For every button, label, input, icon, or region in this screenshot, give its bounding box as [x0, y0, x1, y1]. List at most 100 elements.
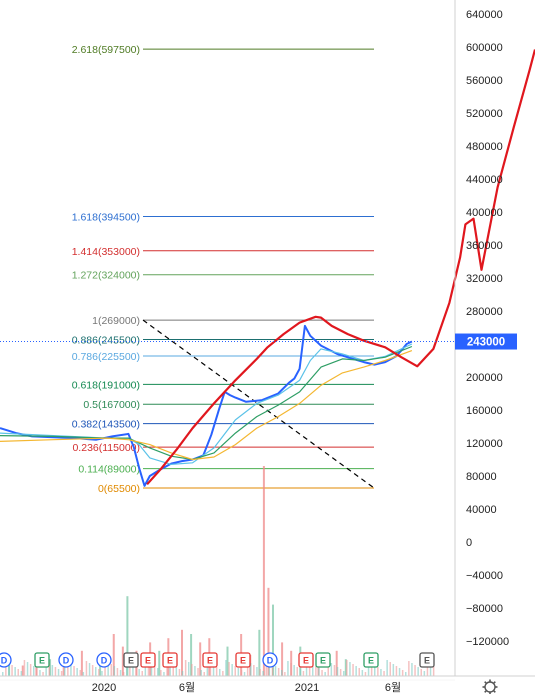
volume-bar	[352, 664, 354, 676]
earnings-marker[interactable]: E	[235, 652, 251, 668]
volume-bar	[256, 667, 258, 676]
volume-bar	[361, 670, 364, 676]
volume-bar	[414, 665, 416, 676]
series-line	[146, 49, 535, 486]
fib-label: 1.272(324000)	[72, 270, 140, 282]
earnings-marker[interactable]: E	[419, 652, 435, 668]
volume-bar	[121, 646, 124, 676]
volume-bar	[23, 660, 26, 676]
volume-bar	[253, 665, 255, 676]
fib-label: 0.114(89000)	[78, 464, 140, 476]
svg-text:E: E	[240, 656, 246, 666]
volume-bar	[88, 663, 91, 676]
earnings-marker[interactable]: E	[202, 652, 218, 668]
volume-bar	[225, 660, 227, 676]
volume-bar	[315, 666, 317, 676]
volume-bar	[302, 671, 305, 676]
earnings-marker[interactable]: E	[140, 652, 156, 668]
volume-bar	[57, 669, 60, 676]
earnings-marker[interactable]: E	[363, 652, 379, 668]
volume-bar	[370, 663, 373, 676]
volume-bar	[67, 662, 69, 676]
volume-bar	[26, 662, 29, 676]
volume-bar	[8, 663, 10, 676]
volume-bar	[344, 659, 347, 676]
fib-label: 1.618(394500)	[72, 212, 140, 224]
volume-bar	[188, 662, 190, 676]
volume-bar	[395, 666, 398, 676]
volume-bar	[271, 664, 274, 676]
gear-icon[interactable]	[482, 679, 498, 694]
volume-bar	[293, 665, 295, 676]
volume-bar	[287, 661, 289, 676]
volume-bar	[206, 661, 209, 676]
fib-label: 1(269000)	[92, 315, 140, 327]
volume-bar	[199, 642, 202, 676]
volume-bar	[122, 672, 125, 676]
volume-bar	[262, 466, 265, 676]
volume-bar	[181, 671, 184, 676]
volume-bar	[157, 668, 159, 676]
volume-bar	[429, 662, 432, 676]
earnings-marker[interactable]: D	[0, 652, 12, 668]
volume-bar	[49, 659, 52, 676]
volume-bar	[190, 634, 193, 676]
y-tick-label: 400000	[466, 207, 503, 219]
earnings-marker[interactable]: D	[58, 652, 74, 668]
volume-bar	[33, 666, 35, 676]
volume-bar	[2, 672, 4, 676]
volume-bar	[234, 666, 236, 676]
volume-bar	[160, 670, 162, 676]
svg-text:D: D	[101, 656, 108, 666]
earnings-marker[interactable]: E	[34, 652, 50, 668]
y-tick-label: 160000	[466, 405, 503, 417]
svg-text:D: D	[267, 656, 274, 666]
volume-bar	[126, 661, 128, 676]
volume-bar	[262, 671, 264, 676]
volume-bar	[141, 671, 143, 676]
volume-bar	[172, 665, 174, 676]
earnings-marker[interactable]: E	[123, 652, 139, 668]
volume-bar	[132, 665, 134, 676]
volume-bar	[386, 660, 388, 676]
fib-label: 2.618(597500)	[72, 44, 140, 56]
svg-text:E: E	[145, 656, 151, 666]
current-price-badge	[455, 333, 517, 350]
volume-bar	[327, 661, 329, 676]
volume-bar	[374, 665, 376, 676]
y-tick-label: 360000	[466, 240, 503, 252]
volume-bar	[95, 667, 97, 676]
y-axis: 640000 600000 560000 520000 480000 440000 4000…	[454, 0, 509, 676]
y-tick-label: 320000	[466, 273, 503, 285]
price-series	[0, 49, 535, 487]
volume-bar	[98, 669, 100, 676]
volume-bar	[312, 664, 314, 676]
earnings-marker[interactable]: E	[315, 652, 331, 668]
earnings-marker[interactable]: E	[298, 652, 314, 668]
earnings-marker[interactable]: E	[162, 652, 178, 668]
x-tick-label: 6월	[179, 681, 195, 694]
volume-bar	[150, 664, 153, 676]
volume-bar	[401, 670, 404, 676]
volume-bar	[209, 663, 212, 676]
y-tick-label: 640000	[466, 9, 503, 21]
volume-bar	[203, 672, 205, 676]
volume-bar	[113, 666, 116, 676]
volume-bar	[358, 668, 360, 676]
volume-bar	[163, 672, 165, 676]
volume-bar	[339, 669, 342, 676]
volume-bar	[60, 671, 63, 676]
volume-bar	[20, 671, 23, 676]
series-line	[0, 345, 413, 461]
svg-text:E: E	[207, 656, 213, 666]
earnings-marker[interactable]: D	[96, 652, 112, 668]
volume-bar	[79, 670, 81, 676]
volume-bar	[14, 667, 16, 676]
fibonacci-levels: 2.618(597500) 1.618(394500) 1.414(353000) 1…	[72, 44, 374, 495]
volume-bar	[76, 668, 78, 676]
volume-bar	[194, 666, 196, 676]
earnings-marker[interactable]: D	[262, 652, 278, 668]
volume-bar	[73, 666, 75, 676]
